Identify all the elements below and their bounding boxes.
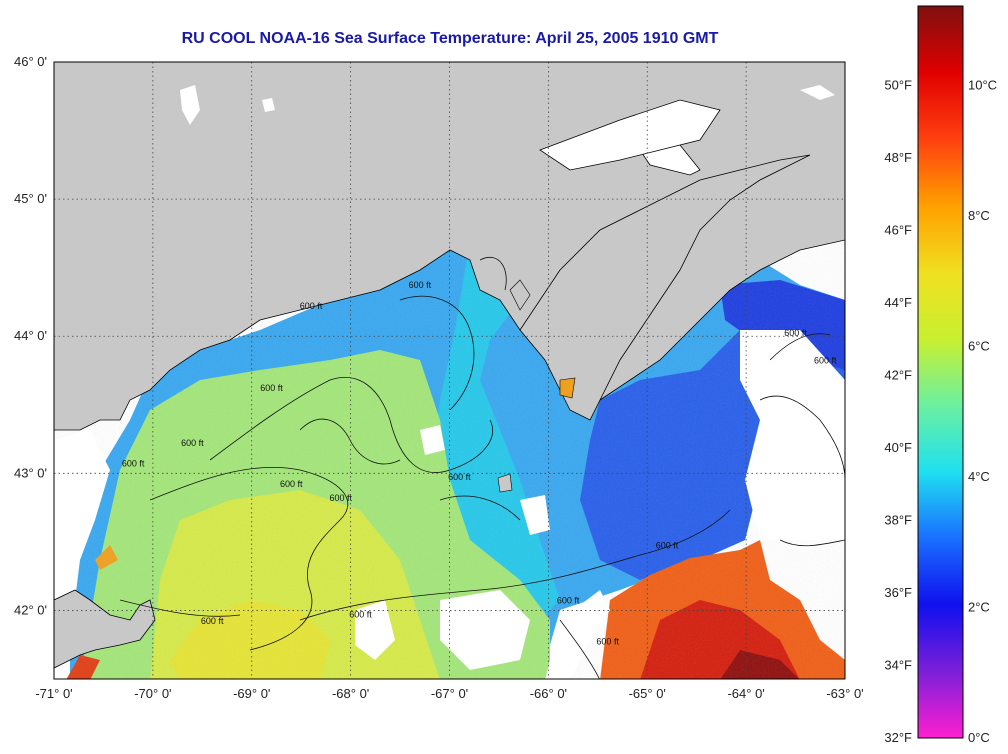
map-area: 600 ft 600 ft 600 ft 600 ft 600 ft 600 ft 600 … <box>54 62 845 679</box>
colorbar-f-label: 36°F <box>884 585 912 600</box>
lon-tick-label: -64° 0' <box>727 686 764 701</box>
contour-line <box>479 257 507 291</box>
colorbar-c-label: 8°C <box>968 208 990 223</box>
lake-2 <box>262 98 275 112</box>
chart-title: RU COOL NOAA-16 Sea Surface Temperature:… <box>181 30 719 47</box>
colorbar-f-label: 34°F <box>884 658 912 673</box>
lat-tick-label: 43° 0' <box>14 465 47 480</box>
contour-label: 600 ft <box>280 479 303 489</box>
cloud-patch-5 <box>420 425 445 455</box>
contour-label: 600 ft <box>201 616 224 626</box>
land-cape-cod <box>54 589 156 669</box>
contour-label: 600 ft <box>784 328 807 338</box>
contour-label: 600 ft <box>300 301 323 311</box>
lon-tick-label: -70° 0' <box>134 686 171 701</box>
contour-line <box>299 418 401 465</box>
map-grid <box>54 62 845 679</box>
contour-line <box>149 467 349 651</box>
cloud-patch-3 <box>545 590 610 679</box>
contour-label: 600 ft <box>122 458 145 468</box>
island-1 <box>497 473 513 493</box>
map-frame <box>53 61 846 680</box>
cloud-patch-1 <box>355 600 395 660</box>
contour-lines <box>119 257 845 679</box>
lon-tick-label: -71° 0' <box>35 686 72 701</box>
contour-line <box>769 333 831 361</box>
colorbar-c-label: 2°C <box>968 600 990 615</box>
lake-1 <box>180 85 200 125</box>
lake-3 <box>800 85 835 100</box>
contour-labels: 600 ft 600 ft 600 ft 600 ft 600 ft 600 ft 600 … <box>122 280 837 646</box>
lon-tick-label: -68° 0' <box>332 686 369 701</box>
contour-label: 600 ft <box>181 438 204 448</box>
contour-label: 600 ft <box>349 609 372 619</box>
lon-tick-label: -65° 0' <box>629 686 666 701</box>
contour-line <box>779 539 845 547</box>
colorbar-c-label: 6°C <box>968 339 990 354</box>
contour-line <box>399 296 475 411</box>
lat-tick-label: 44° 0' <box>14 328 47 343</box>
contour-label: 600 ft <box>409 280 432 290</box>
lon-tick-label: -69° 0' <box>233 686 270 701</box>
colorbar-fahrenheit-labels: 32°F 34°F 36°F 38°F 40°F 42°F 44°F 46°F 48°F 50°F <box>884 78 912 745</box>
contour-label: 600 ft <box>260 383 283 393</box>
colorbar <box>917 5 964 739</box>
lat-tick-label: 45° 0' <box>14 191 47 206</box>
lon-tick-label: -63° 0' <box>826 686 863 701</box>
colorbar-c-label: 0°C <box>968 730 990 745</box>
inland-cloud <box>539 99 721 171</box>
grand-manan <box>509 279 531 311</box>
colorbar-f-label: 32°F <box>884 730 912 745</box>
lon-tick-label: -66° 0' <box>530 686 567 701</box>
colorbar-f-label: 48°F <box>884 150 912 165</box>
colorbar-f-label: 40°F <box>884 440 912 455</box>
lat-tick-label: 46° 0' <box>14 54 47 69</box>
contour-line <box>559 619 600 679</box>
contour-label: 600 ft <box>329 493 352 503</box>
contour-label: 600 ft <box>814 356 837 366</box>
contour-label: 600 ft <box>557 596 580 606</box>
contour-line <box>209 377 493 473</box>
contour-line <box>299 509 731 621</box>
colorbar-f-label: 42°F <box>884 368 912 383</box>
colorbar-c-label: 10°C <box>968 78 997 93</box>
contour-label: 600 ft <box>596 637 619 647</box>
cloud-patch-4 <box>520 495 550 535</box>
cloud-patch-2 <box>440 590 530 670</box>
contour-line <box>439 495 521 521</box>
colorbar-f-label: 50°F <box>884 78 912 93</box>
colorbar-celsius-labels: 0°C 2°C 4°C 6°C 8°C 10°C <box>968 78 997 745</box>
colorbar-f-label: 46°F <box>884 223 912 238</box>
land-nova-scotia <box>519 154 811 421</box>
contour-label: 600 ft <box>656 541 679 551</box>
colorbar-c-label: 4°C <box>968 469 990 484</box>
contour-line <box>119 599 241 617</box>
contour-line <box>759 395 845 481</box>
cloud-east <box>740 330 845 540</box>
latitude-ticks: 46° 0' 45° 0' 44° 0' 43° 0' 42° 0' <box>14 54 47 617</box>
colorbar-f-label: 38°F <box>884 513 912 528</box>
lat-tick-label: 42° 0' <box>14 602 47 617</box>
contour-label: 600 ft <box>448 472 471 482</box>
lon-tick-label: -67° 0' <box>431 686 468 701</box>
colorbar-f-label: 44°F <box>884 295 912 310</box>
island-warm <box>559 377 576 399</box>
longitude-ticks: -71° 0' -70° 0' -69° 0' -68° 0' -67° 0' -66° … <box>35 686 863 701</box>
